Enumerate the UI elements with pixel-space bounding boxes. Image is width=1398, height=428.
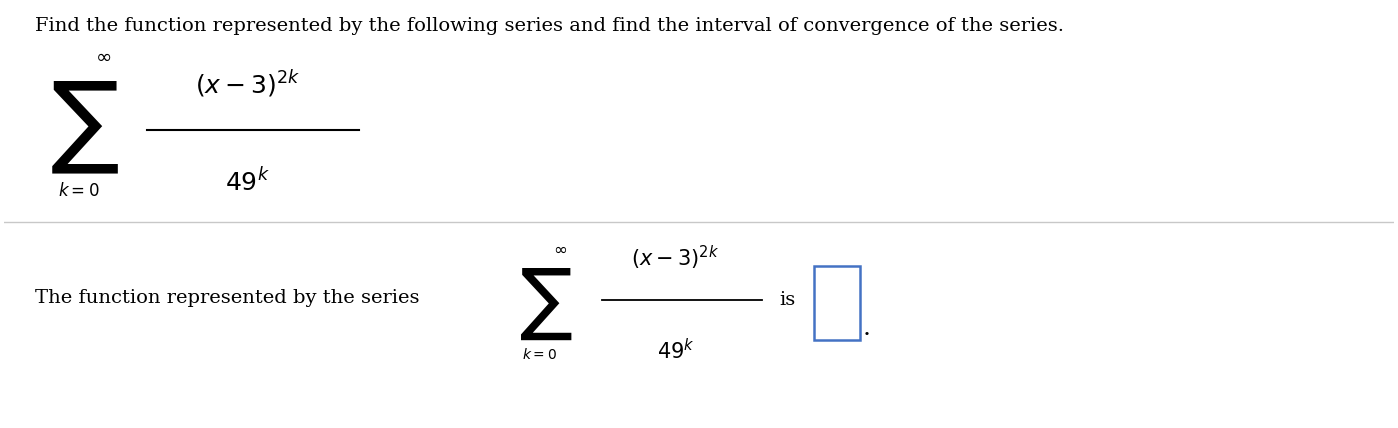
- Text: $\infty$: $\infty$: [554, 241, 568, 258]
- Text: $49^{k}$: $49^{k}$: [225, 168, 270, 197]
- Text: The function represented by the series: The function represented by the series: [35, 289, 419, 307]
- Text: $\infty$: $\infty$: [95, 48, 110, 65]
- Text: $\sum$: $\sum$: [50, 80, 119, 176]
- Text: .: .: [863, 317, 871, 340]
- Text: $\sum$: $\sum$: [520, 267, 573, 342]
- Text: is: is: [780, 291, 795, 309]
- FancyBboxPatch shape: [815, 267, 860, 340]
- Text: $49^{k}$: $49^{k}$: [657, 338, 695, 363]
- Text: $(x-3)^{2k}$: $(x-3)^{2k}$: [632, 244, 720, 272]
- Text: $(x-3)^{2k}$: $(x-3)^{2k}$: [194, 68, 299, 100]
- Text: Find the function represented by the following series and find the interval of c: Find the function represented by the fol…: [35, 17, 1064, 35]
- Text: $k=0$: $k=0$: [59, 182, 99, 200]
- Text: $k=0$: $k=0$: [521, 347, 556, 362]
